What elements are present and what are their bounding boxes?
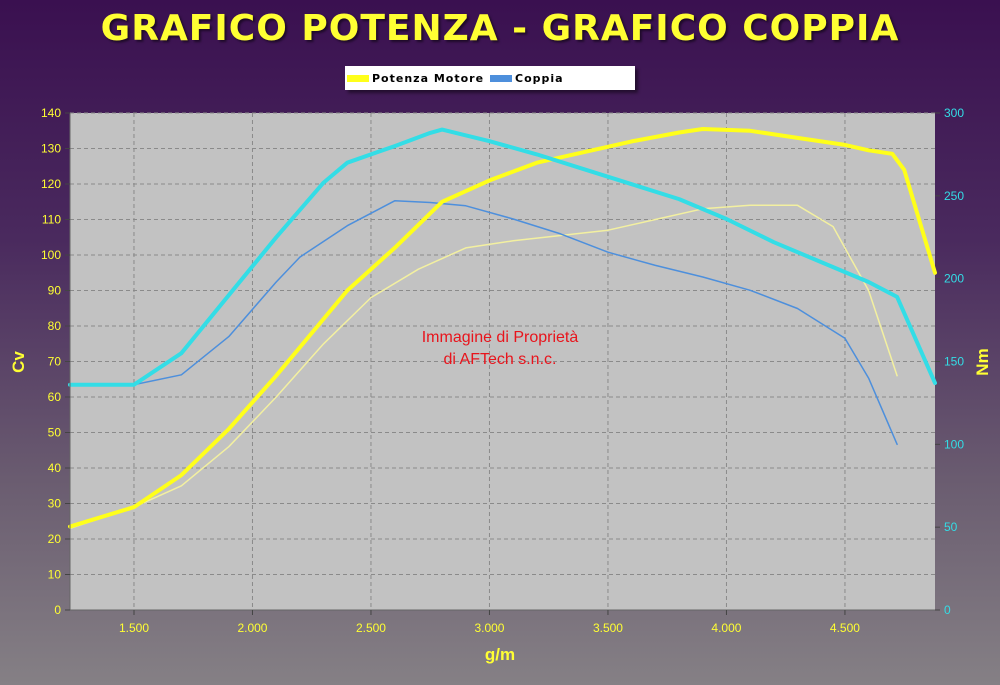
y-right-tick-label: 300 <box>944 106 964 120</box>
y-left-tick-label: 110 <box>42 213 61 227</box>
annotation-line-2: di AFTech s.n.c. <box>444 351 557 368</box>
y-left-tick-label: 120 <box>41 177 61 191</box>
x-tick-label: 3.000 <box>474 621 504 635</box>
y-right-tick-label: 50 <box>944 520 958 534</box>
legend-swatch-potenza <box>347 74 369 82</box>
x-tick-label: 1.500 <box>119 621 149 635</box>
x-tick-label: 2.500 <box>356 621 386 635</box>
y-right-tick-label: 250 <box>944 189 964 203</box>
y-left-tick-label: 20 <box>48 532 62 546</box>
y-left-tick-label: 90 <box>48 284 62 298</box>
plot-area <box>70 113 935 610</box>
y-left-tick-label: 100 <box>41 248 61 262</box>
x-tick-label: 2.000 <box>237 621 267 635</box>
y-right-tick-label: 100 <box>944 437 964 451</box>
grid-lines <box>70 112 935 610</box>
y-left-tick-label: 70 <box>48 355 62 369</box>
legend-item-coppia: Coppia <box>490 72 564 85</box>
x-axis-title: g/m <box>485 645 515 664</box>
series-line-0 <box>68 127 937 529</box>
annotation-line-1: Immagine di Proprietà <box>422 329 579 346</box>
y-left-tick-label: 40 <box>48 461 62 475</box>
y-left-tick-label: 30 <box>48 497 62 511</box>
x-tick-label: 4.000 <box>711 621 741 635</box>
legend-label-potenza: Potenza Motore <box>372 71 485 85</box>
tick-labels: 0 10 20 30 40 50 60 70 80 90 100 110 120 130 140 0 50 100… <box>41 106 964 635</box>
x-tick-label: 4.500 <box>830 621 860 635</box>
y-right-axis-title: Nm <box>973 348 992 375</box>
y-right-tick-label: 0 <box>944 603 951 617</box>
y-left-tick-label: 130 <box>41 142 61 156</box>
chart-legend: Potenza Motore Coppia <box>345 66 635 90</box>
y-right-tick-label: 200 <box>944 272 964 286</box>
y-left-tick-label: 0 <box>54 603 61 617</box>
y-left-tick-label: 140 <box>41 106 61 120</box>
series-line-3 <box>69 200 898 446</box>
legend-item-potenza: Potenza Motore <box>347 72 484 85</box>
x-tick-label: 3.500 <box>593 621 623 635</box>
series-line-2 <box>69 204 898 530</box>
chart-title: GRAFICO POTENZA - GRAFICO COPPIA <box>100 8 900 49</box>
legend-label-coppia: Coppia <box>515 71 564 85</box>
legend-swatch-coppia <box>490 74 513 82</box>
series-line-1 <box>68 127 937 387</box>
series-layer <box>68 127 937 530</box>
y-left-tick-label: 50 <box>48 426 62 440</box>
y-right-tick-label: 150 <box>944 355 964 369</box>
y-left-axis-title: Cv <box>9 351 28 373</box>
y-left-tick-label: 10 <box>48 568 62 582</box>
y-left-tick-label: 80 <box>48 319 62 333</box>
y-left-tick-label: 60 <box>48 390 62 404</box>
